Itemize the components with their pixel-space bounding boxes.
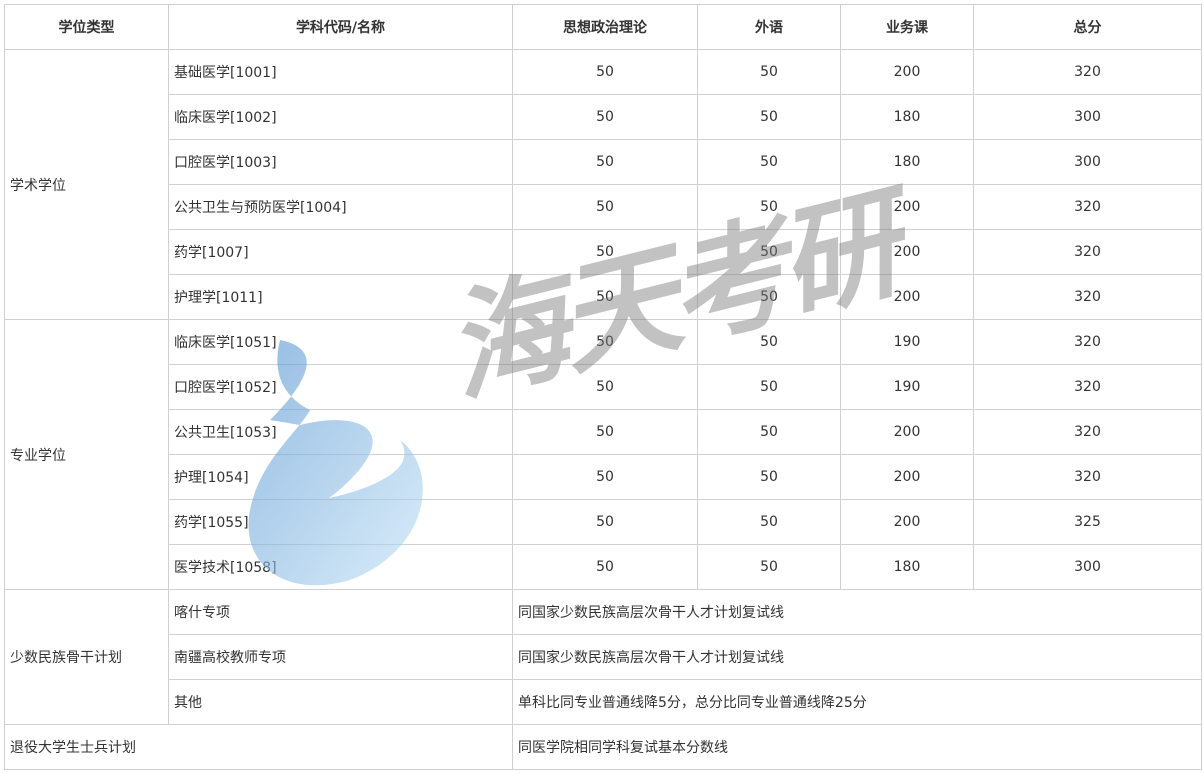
politics-score-cell: 50 [512, 364, 698, 410]
language-score-cell: 50 [697, 229, 841, 275]
header-major: 业务课 [840, 4, 974, 50]
subject-cell: 药学[1007] [168, 229, 513, 275]
header-total: 总分 [973, 4, 1202, 50]
table-row: 口腔医学[1052] 50 50 190 320 [5, 364, 1202, 410]
subject-cell: 基础医学[1001] [168, 49, 513, 95]
major-score-cell: 180 [840, 94, 974, 140]
table-row: 医学技术[1058] 50 50 180 300 [5, 544, 1202, 590]
politics-score-cell: 50 [512, 184, 698, 230]
language-score-cell: 50 [697, 139, 841, 185]
subject-cell: 南疆高校教师专项 [168, 634, 513, 680]
degree-type-cell: 专业学位 [4, 319, 169, 590]
score-table: 学位类型 学科代码/名称 思想政治理论 外语 业务课 总分 学术学位 基础医学[1… [4, 4, 1202, 770]
table-row: 护理[1054] 50 50 200 320 [5, 454, 1202, 500]
header-politics: 思想政治理论 [512, 4, 698, 50]
table-row: 药学[1055] 50 50 200 325 [5, 499, 1202, 545]
politics-score-cell: 50 [512, 274, 698, 320]
subject-cell: 护理学[1011] [168, 274, 513, 320]
total-score-cell: 320 [973, 454, 1202, 500]
table-row: 口腔医学[1003] 50 50 180 300 [5, 139, 1202, 185]
total-score-cell: 325 [973, 499, 1202, 545]
table-row: 药学[1007] 50 50 200 320 [5, 229, 1202, 275]
note-cell: 同国家少数民族高层次骨干人才计划复试线 [512, 634, 1202, 680]
language-score-cell: 50 [697, 364, 841, 410]
table-row: 少数民族骨干计划 喀什专项 同国家少数民族高层次骨干人才计划复试线 [4, 589, 1202, 725]
subject-cell: 药学[1055] [168, 499, 513, 545]
major-score-cell: 200 [840, 49, 974, 95]
subject-cell: 喀什专项 [168, 589, 513, 635]
language-score-cell: 50 [697, 49, 841, 95]
table-row: 学术学位 基础医学[1001] 50 50 200 320 [4, 49, 1202, 320]
degree-type-cell: 退役大学生士兵计划 [4, 724, 513, 770]
language-score-cell: 50 [697, 94, 841, 140]
language-score-cell: 50 [697, 184, 841, 230]
subject-cell: 口腔医学[1003] [168, 139, 513, 185]
politics-score-cell: 50 [512, 454, 698, 500]
language-score-cell: 50 [697, 499, 841, 545]
total-score-cell: 300 [973, 139, 1202, 185]
politics-score-cell: 50 [512, 229, 698, 275]
major-score-cell: 190 [840, 364, 974, 410]
subject-cell: 临床医学[1051] [168, 319, 513, 365]
politics-score-cell: 50 [512, 544, 698, 590]
major-score-cell: 200 [840, 454, 974, 500]
table-row: 退役大学生士兵计划 同医学院相同学科复试基本分数线 [4, 724, 1202, 770]
politics-score-cell: 50 [512, 94, 698, 140]
table-row: 其他 单科比同专业普通线降5分，总分比同专业普通线降25分 [5, 679, 1202, 725]
note-cell: 单科比同专业普通线降5分，总分比同专业普通线降25分 [512, 679, 1202, 725]
header-language: 外语 [697, 4, 841, 50]
header-subject: 学科代码/名称 [168, 4, 513, 50]
degree-type-cell: 少数民族骨干计划 [4, 589, 169, 725]
major-score-cell: 190 [840, 319, 974, 365]
major-score-cell: 200 [840, 229, 974, 275]
note-cell: 同医学院相同学科复试基本分数线 [512, 724, 1202, 770]
politics-score-cell: 50 [512, 319, 698, 365]
total-score-cell: 320 [973, 319, 1202, 365]
major-score-cell: 200 [840, 499, 974, 545]
table-row: 南疆高校教师专项 同国家少数民族高层次骨干人才计划复试线 [5, 634, 1202, 680]
subject-cell: 公共卫生与预防医学[1004] [168, 184, 513, 230]
politics-score-cell: 50 [512, 139, 698, 185]
table-row: 护理学[1011] 50 50 200 320 [5, 274, 1202, 320]
major-score-cell: 180 [840, 544, 974, 590]
politics-score-cell: 50 [512, 499, 698, 545]
note-cell: 同国家少数民族高层次骨干人才计划复试线 [512, 589, 1202, 635]
language-score-cell: 50 [697, 274, 841, 320]
major-score-cell: 180 [840, 139, 974, 185]
subject-cell: 公共卫生[1053] [168, 409, 513, 455]
language-score-cell: 50 [697, 409, 841, 455]
total-score-cell: 320 [973, 229, 1202, 275]
politics-score-cell: 50 [512, 409, 698, 455]
total-score-cell: 320 [973, 184, 1202, 230]
subject-cell: 临床医学[1002] [168, 94, 513, 140]
header-row: 学位类型 学科代码/名称 思想政治理论 外语 业务课 总分 [4, 4, 1202, 50]
subject-cell: 口腔医学[1052] [168, 364, 513, 410]
language-score-cell: 50 [697, 544, 841, 590]
degree-type-cell: 学术学位 [4, 49, 169, 320]
subject-cell: 其他 [168, 679, 513, 725]
subject-cell: 护理[1054] [168, 454, 513, 500]
total-score-cell: 300 [973, 94, 1202, 140]
table-row: 公共卫生[1053] 50 50 200 320 [5, 409, 1202, 455]
total-score-cell: 320 [973, 409, 1202, 455]
total-score-cell: 320 [973, 364, 1202, 410]
major-score-cell: 200 [840, 409, 974, 455]
total-score-cell: 320 [973, 274, 1202, 320]
language-score-cell: 50 [697, 319, 841, 365]
total-score-cell: 320 [973, 49, 1202, 95]
table-row: 专业学位 临床医学[1051] 50 50 190 320 [4, 319, 1202, 590]
total-score-cell: 300 [973, 544, 1202, 590]
table-row: 公共卫生与预防医学[1004] 50 50 200 320 [5, 184, 1202, 230]
subject-cell: 医学技术[1058] [168, 544, 513, 590]
major-score-cell: 200 [840, 274, 974, 320]
major-score-cell: 200 [840, 184, 974, 230]
language-score-cell: 50 [697, 454, 841, 500]
table-row: 临床医学[1002] 50 50 180 300 [5, 94, 1202, 140]
header-degree-type: 学位类型 [4, 4, 169, 50]
politics-score-cell: 50 [512, 49, 698, 95]
